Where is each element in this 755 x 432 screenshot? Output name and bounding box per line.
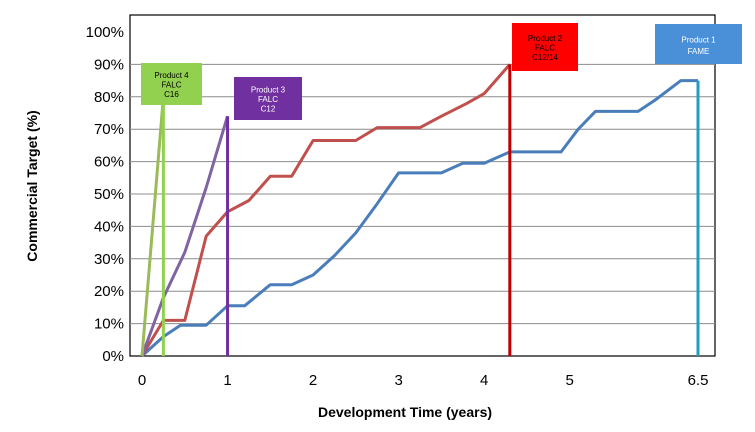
product-label-box (512, 23, 578, 71)
y-tick-label: 90% (94, 56, 124, 73)
product-label-text: FALC (161, 80, 181, 89)
series-line (140, 115, 229, 357)
y-tick-label: 100% (86, 24, 124, 41)
x-tick-label: 2 (309, 372, 317, 389)
y-tick-labels: 0% 10% 20% 30% 40% 50% 60% 70% 80% 90% 100% (86, 24, 124, 365)
product-label-box (234, 77, 302, 120)
x-axis-title: Development Time (years) (318, 404, 492, 420)
x-tick-label: 5 (566, 372, 574, 389)
series-line (140, 63, 511, 357)
y-tick-label: 0% (102, 348, 124, 365)
y-axis-title: Commercial Target (%) (24, 110, 40, 261)
product-label-text: Product 4 (154, 71, 189, 80)
plot-area (129, 14, 716, 357)
product-label-box (655, 24, 742, 64)
y-tick-label: 20% (94, 283, 124, 300)
x-tick-label: 1 (223, 372, 231, 389)
product-label-text: C16 (164, 90, 179, 99)
product-label-text: C12 (261, 104, 276, 113)
series-line (140, 79, 698, 358)
product-label-text: FALC (535, 43, 555, 52)
y-tick-label: 70% (94, 121, 124, 138)
y-tick-label: 60% (94, 154, 124, 171)
product-label-text: C12/14 (532, 53, 558, 62)
product-label-text: Product 3 (251, 85, 286, 94)
x-tick-labels: 0 1 2 3 4 5 6.5 (138, 372, 709, 389)
y-tick-label: 40% (94, 218, 124, 235)
y-tick-label: 10% (94, 316, 124, 333)
series-lines (140, 63, 698, 358)
product-label-text: FAME (688, 47, 710, 56)
x-tick-label: 0 (138, 372, 146, 389)
y-tick-label: 80% (94, 89, 124, 106)
y-tick-label: 50% (94, 186, 124, 203)
x-tick-label: 4 (480, 372, 488, 389)
product-label-text: FALC (258, 95, 278, 104)
x-tick-label: 6.5 (688, 372, 709, 389)
x-tick-label: 3 (394, 372, 402, 389)
product-label-text: Product 1 (681, 36, 716, 45)
product-label-box (141, 63, 202, 105)
series-line (140, 96, 165, 357)
y-tick-label: 30% (94, 251, 124, 268)
product-markers (161, 64, 700, 356)
product-label-text: Product 2 (528, 34, 563, 43)
